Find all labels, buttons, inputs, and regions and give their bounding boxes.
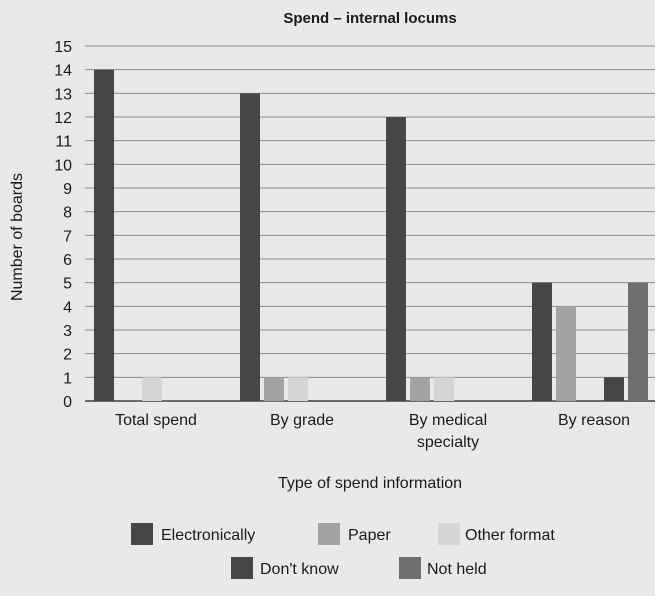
bar-don-t-know-3 xyxy=(604,377,624,401)
y-tick-label: 6 xyxy=(63,252,72,269)
legend-swatch-paper xyxy=(318,523,340,545)
y-tick-label: 8 xyxy=(63,205,72,222)
y-tick-label: 15 xyxy=(54,39,72,56)
y-tick-label: 3 xyxy=(63,323,72,340)
y-tick-label: 10 xyxy=(54,157,72,174)
gridlines xyxy=(85,45,655,402)
bar-other-format-2 xyxy=(434,377,454,401)
legend-swatch-other-format xyxy=(438,523,460,545)
category-label: By grade xyxy=(270,412,334,429)
y-tick-label: 4 xyxy=(63,299,72,316)
y-tick-label: 12 xyxy=(54,110,72,127)
y-tick-label: 2 xyxy=(63,347,72,364)
bars xyxy=(94,69,648,402)
bar-paper-1 xyxy=(264,377,284,401)
y-tick-label: 9 xyxy=(63,181,72,198)
bar-other-format-0 xyxy=(142,377,162,401)
x-axis-label: Type of spend information xyxy=(278,475,462,492)
legend-swatch-not-held xyxy=(399,557,421,579)
y-axis-label: Number of boards xyxy=(9,173,26,301)
bar-paper-2 xyxy=(410,377,430,401)
bar-electronically-1 xyxy=(240,93,260,401)
bar-not-held-3 xyxy=(628,282,648,401)
legend-swatch-electronically xyxy=(131,523,153,545)
legend: Electronically Paper Other format Don't kno… xyxy=(131,523,555,579)
legend-label-don-t-know: Don't know xyxy=(260,561,339,578)
bar-electronically-3 xyxy=(532,282,552,401)
legend-label-not-held: Not held xyxy=(427,561,487,578)
y-tick-label: 13 xyxy=(54,86,72,103)
category-label: Total spend xyxy=(115,412,197,429)
category-label: By medical specialty xyxy=(409,412,487,451)
legend-label-paper: Paper xyxy=(348,527,391,544)
bar-electronically-0 xyxy=(94,69,114,402)
y-tick-label: 14 xyxy=(54,63,72,80)
legend-swatch-don-t-know xyxy=(231,557,253,579)
legend-label-electronically: Electronically xyxy=(161,527,255,544)
bar-paper-3 xyxy=(556,306,576,401)
y-tick-label: 5 xyxy=(63,276,72,293)
bar-electronically-2 xyxy=(386,117,406,401)
y-tick-label: 1 xyxy=(63,370,72,387)
y-tick-label: 7 xyxy=(63,228,72,245)
y-tick-label: 11 xyxy=(55,134,72,151)
category-label: By reason xyxy=(558,412,630,429)
legend-label-other-format: Other format xyxy=(465,527,555,544)
y-tick-label: 0 xyxy=(63,394,72,411)
category-labels: Total spend By grade By medical specialty By… xyxy=(115,412,630,451)
chart-title: Spend – internal locums xyxy=(283,10,456,27)
bar-other-format-1 xyxy=(288,377,308,401)
